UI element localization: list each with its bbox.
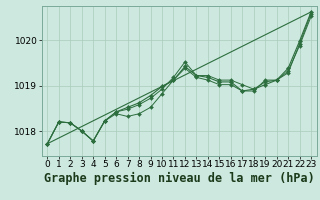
X-axis label: Graphe pression niveau de la mer (hPa): Graphe pression niveau de la mer (hPa) [44, 172, 315, 185]
